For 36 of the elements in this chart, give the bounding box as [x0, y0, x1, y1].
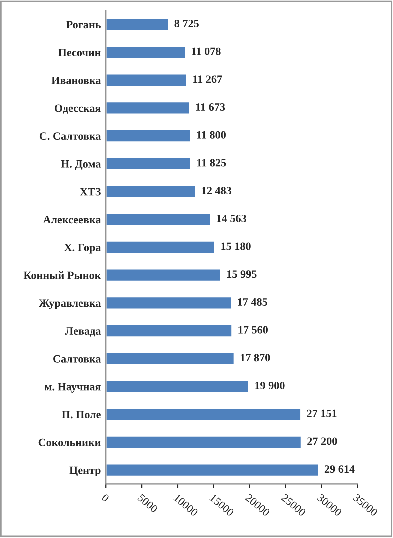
y-tick-label: Рогань — [66, 21, 101, 29]
y-tick-label: м. Научная — [45, 383, 101, 393]
x-tick-label: 5000 — [138, 494, 159, 514]
x-tick-label: 0 — [101, 494, 110, 503]
data-label: 11 078 — [192, 48, 221, 56]
data-label: 8 725 — [174, 20, 199, 28]
data-label: 27 200 — [308, 438, 338, 446]
y-tick-label: Центр — [70, 466, 101, 476]
y-tick-label: Н. Дома — [61, 160, 102, 170]
data-label: 11 267 — [194, 76, 222, 84]
data-label: 11 825 — [198, 159, 226, 167]
y-tick-label: Ивановка — [52, 76, 102, 84]
data-label: 15 180 — [222, 242, 251, 250]
y-tick-label: Алексеевка — [43, 216, 102, 224]
data-label: 17 485 — [238, 298, 268, 306]
data-label: 11 673 — [196, 104, 226, 112]
y-tick-label: Конный Рынок — [24, 272, 102, 280]
y-tick-label: Песочин — [58, 49, 101, 56]
y-tick-label: Х. Гора — [64, 244, 102, 254]
data-label: 12 483 — [202, 187, 232, 195]
data-label: 17 870 — [240, 354, 270, 362]
y-tick-label: Левада — [65, 328, 102, 337]
y-tick-label: Салтовка — [54, 355, 102, 363]
data-label: 11 800 — [197, 131, 226, 139]
data-label: 15 995 — [228, 270, 257, 278]
y-tick-label: Журавлевка — [39, 300, 102, 310]
data-label: 27 151 — [307, 410, 337, 418]
y-tick-label: ХТЗ — [80, 188, 101, 196]
y-tick-label: Одесская — [54, 104, 101, 114]
y-tick-label: П. Поле — [62, 411, 101, 419]
y-tick-label: Сокольники — [38, 438, 101, 446]
y-tick-label: С. Салтовка — [40, 132, 102, 140]
data-label: 14 563 — [217, 214, 246, 222]
data-label: 19 900 — [256, 382, 285, 390]
data-label: 29 614 — [324, 466, 355, 474]
data-label: 17 560 — [238, 326, 268, 334]
